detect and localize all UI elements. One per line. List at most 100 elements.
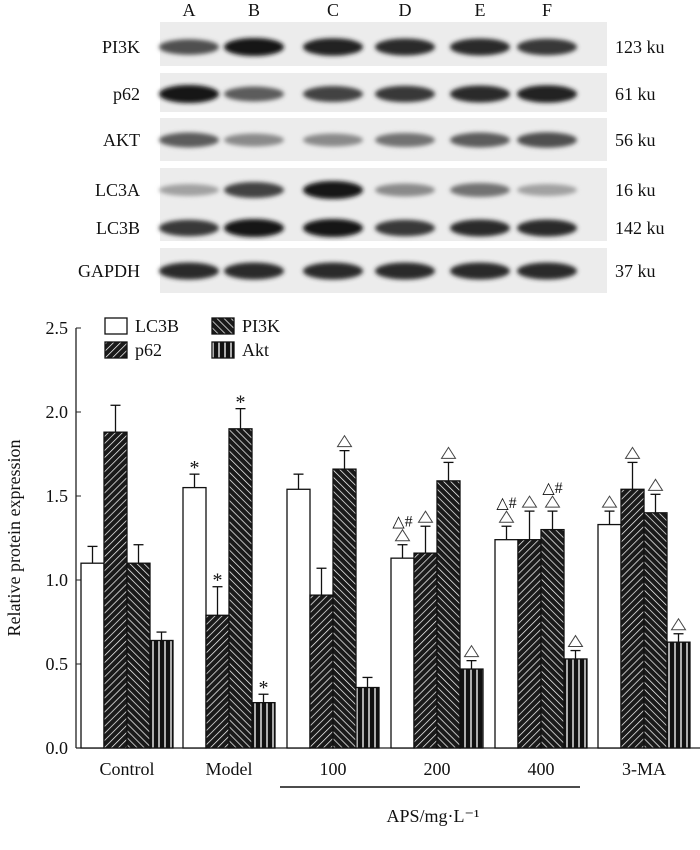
- significance-mark-hash: △#: [542, 480, 562, 497]
- blot-band: [303, 86, 363, 102]
- blot-band: [224, 133, 284, 147]
- lane-label: E: [475, 0, 486, 20]
- significance-triangle: [521, 495, 538, 508]
- blot-band: [303, 181, 363, 199]
- blot-band: [450, 132, 510, 148]
- x-axis-label: APS/mg·L⁻¹: [387, 806, 480, 826]
- x-tick-label: 400: [528, 759, 555, 779]
- y-tick-label: 2.5: [46, 318, 69, 338]
- significance-triangle: [601, 495, 618, 508]
- bar-p62: [620, 488, 645, 749]
- y-tick-label: 2.0: [46, 402, 69, 422]
- blot-band: [450, 183, 510, 197]
- blot-size-label: 56 ku: [615, 130, 656, 150]
- blot-band: [517, 262, 577, 280]
- blot-band: [375, 85, 435, 103]
- blot-band: [303, 262, 363, 280]
- significance-mark-hash: △#: [496, 495, 516, 512]
- blot-band: [450, 262, 510, 280]
- blot-row-label: AKT: [103, 130, 140, 150]
- bar-Akt: [251, 701, 276, 749]
- lane-label: D: [399, 0, 412, 20]
- significance-triangle: [463, 644, 480, 658]
- blot-band: [375, 38, 435, 56]
- blot-band: [159, 262, 219, 280]
- legend-swatch-Akt: [211, 341, 235, 359]
- bar-chart: 0.0 0.5 1.0 1.5 2.0 2.5 Relative protein expre…: [4, 316, 700, 826]
- blot-band: [450, 85, 510, 103]
- blot-band: [303, 38, 363, 56]
- significance-mark-asterisk: *: [190, 457, 200, 479]
- bar-p62: [309, 594, 334, 749]
- x-tick-label: 200: [424, 759, 451, 779]
- blot-band: [517, 219, 577, 237]
- blot-size-label: 142 ku: [615, 218, 665, 238]
- significance-mark-hash: △#: [392, 514, 412, 531]
- lane-label: B: [248, 0, 260, 20]
- bar-p62: [103, 431, 128, 749]
- blot-band: [224, 86, 284, 102]
- legend-label: PI3K: [242, 316, 280, 336]
- blot-band: [375, 219, 435, 237]
- significance-triangle: [544, 495, 561, 508]
- bar-Akt: [355, 686, 380, 749]
- blot-band: [450, 38, 510, 56]
- blot-band: [159, 39, 219, 55]
- bar-LC3B: [390, 557, 415, 749]
- bar-Akt: [459, 668, 484, 749]
- significance-triangle: [624, 446, 641, 459]
- blot-row-label: GAPDH: [78, 261, 140, 281]
- y-tick-label: 1.5: [46, 486, 69, 506]
- bar-PI3K: [436, 480, 461, 749]
- lane-label: C: [327, 0, 339, 20]
- bar-LC3B: [597, 523, 622, 749]
- western-blot-panel: A B C D E F PI3K 123 ku p62 61 ku AKT 56 ku LC3A 16 k…: [78, 0, 665, 293]
- bar-p62: [517, 539, 542, 749]
- blot-size-label: 37 ku: [615, 261, 656, 281]
- significance-triangle: [647, 478, 664, 491]
- lane-label: A: [183, 0, 196, 20]
- blot-band: [159, 85, 219, 103]
- bar-PI3K: [126, 562, 151, 749]
- x-tick-label: 100: [320, 759, 347, 779]
- bar-Akt: [149, 639, 174, 749]
- bar-p62: [205, 614, 230, 749]
- bar-LC3B: [182, 486, 207, 749]
- blot-row-label: PI3K: [102, 37, 140, 57]
- blot-band: [517, 85, 577, 103]
- bar-PI3K: [332, 468, 357, 749]
- blot-band: [159, 132, 219, 148]
- significance-mark-asterisk: *: [213, 570, 223, 592]
- significance-triangle: [440, 446, 457, 459]
- blot-size-label: 16 ku: [615, 180, 656, 200]
- blot-size-label: 61 ku: [615, 84, 656, 104]
- blot-band: [224, 219, 284, 237]
- blot-band: [517, 38, 577, 56]
- blot-band: [375, 183, 435, 197]
- bar-PI3K: [228, 428, 253, 749]
- significance-mark-asterisk: *: [236, 392, 246, 414]
- blot-row-label: p62: [113, 84, 140, 104]
- blot-band: [375, 262, 435, 280]
- x-tick-label: Model: [206, 759, 253, 779]
- blot-row-label: LC3A: [95, 180, 140, 200]
- legend-label: LC3B: [135, 316, 179, 336]
- blot-band: [517, 132, 577, 148]
- bar-LC3B: [80, 562, 105, 749]
- blot-band: [224, 182, 284, 198]
- significance-triangle: [336, 434, 353, 448]
- significance-triangle: [567, 634, 584, 648]
- y-tick-label: 0.0: [46, 738, 69, 758]
- bar-p62: [413, 552, 438, 749]
- blot-band: [224, 262, 284, 280]
- significance-triangle: [394, 528, 411, 542]
- blot-band: [303, 219, 363, 237]
- y-axis-label: Relative protein expression: [4, 440, 24, 637]
- bar-Akt: [666, 641, 691, 749]
- blot-band: [303, 133, 363, 147]
- lane-label: F: [542, 0, 552, 20]
- legend-swatch-p62: [104, 341, 128, 359]
- blot-band: [159, 219, 219, 237]
- x-tick-label: 3-MA: [622, 759, 666, 779]
